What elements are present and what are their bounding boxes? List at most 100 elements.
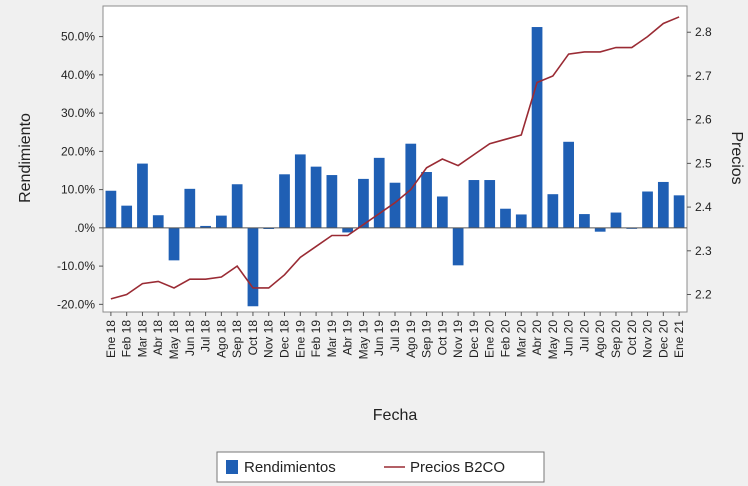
x-tick-label: Abr 19: [341, 320, 355, 356]
bar: [152, 215, 164, 228]
x-tick-label: Dec 18: [278, 320, 292, 358]
x-tick-label: Jul 18: [199, 320, 213, 352]
bar: [610, 212, 622, 228]
right-tick-label: 2.3: [695, 244, 712, 258]
bar: [515, 214, 527, 228]
bar: [216, 215, 227, 228]
x-tick-label: Ene 19: [293, 320, 307, 358]
x-tick-label: Sep 19: [420, 320, 434, 358]
left-tick-label: 50.0%: [61, 30, 95, 44]
legend-box: [216, 451, 545, 483]
bar: [579, 214, 590, 228]
bar: [468, 180, 480, 228]
bar: [231, 184, 243, 228]
bar: [373, 157, 385, 228]
bar: [326, 175, 338, 228]
x-tick-label: Oct 19: [435, 320, 449, 356]
bar: [389, 182, 401, 228]
x-tick-label: Jun 19: [372, 320, 386, 356]
x-tick-label: Ene 18: [104, 320, 118, 358]
bar: [200, 225, 211, 228]
x-tick-label: Abr 20: [530, 320, 544, 356]
x-tick-label: Ene 20: [483, 320, 497, 358]
bar: [436, 196, 448, 228]
x-tick-label: Ago 18: [214, 320, 228, 358]
x-tick-label: Mar 19: [325, 320, 339, 358]
x-tick-label: Sep 20: [609, 320, 623, 358]
bar: [547, 194, 559, 228]
line-layer: [110, 16, 680, 300]
right-tick-label: 2.8: [695, 25, 712, 39]
price-line: [110, 16, 680, 300]
x-tick-label: Nov 18: [262, 320, 276, 358]
right-tick-label: 2.4: [695, 200, 712, 214]
bar: [405, 143, 417, 228]
bar: [500, 208, 511, 228]
x-tick-label: Mar 20: [514, 320, 528, 358]
x-tick-label: Jul 20: [577, 320, 591, 352]
x-tick-label: Feb 19: [309, 320, 323, 358]
bar: [184, 188, 196, 228]
right-tick-label: 2.7: [695, 69, 712, 83]
x-tick-label: Feb 20: [498, 320, 512, 358]
x-tick-label: Dec 19: [467, 320, 481, 358]
x-tick-label: Oct 18: [246, 320, 260, 356]
bar: [342, 227, 354, 233]
bar: [657, 181, 669, 228]
x-tick-label: Nov 20: [641, 320, 655, 358]
bars-layer: [105, 27, 685, 307]
legend-label-precios: Precios B2CO: [410, 459, 505, 476]
bar: [168, 227, 180, 261]
bar: [484, 180, 496, 228]
x-tick-label: May 19: [356, 320, 370, 360]
right-axis-title: Precios: [728, 131, 745, 184]
left-tick-label: 10.0%: [61, 183, 95, 197]
legend-swatch-rendimientos: [226, 460, 238, 474]
x-tick-label: Abr 18: [151, 320, 165, 356]
x-axis-title: Fecha: [373, 407, 418, 424]
bar: [137, 163, 148, 228]
left-tick-label: 20.0%: [61, 144, 95, 158]
x-tick-label: Dec 20: [656, 320, 670, 358]
left-axis: -20.0% -10.0% .0% 10.0% 20.0% 30.0% 40.0% 50.0%: [57, 30, 103, 311]
legend: Rendimientos Precios B2CO: [216, 451, 545, 483]
x-tick-label: May 20: [546, 320, 560, 360]
right-tick-label: 2.6: [695, 113, 712, 127]
left-tick-label: -20.0%: [57, 297, 95, 311]
bar: [121, 205, 133, 228]
bar: [310, 166, 322, 228]
left-tick-label: -10.0%: [57, 259, 95, 273]
x-tick-label: Sep 18: [230, 320, 244, 358]
bar: [642, 191, 653, 228]
x-tick-label: Ago 19: [404, 320, 418, 358]
bar: [452, 227, 464, 266]
x-tick-label: Feb 18: [120, 320, 134, 358]
bar: [263, 227, 275, 229]
left-tick-label: 30.0%: [61, 106, 95, 120]
right-tick-label: 2.2: [695, 288, 712, 302]
left-tick-label: .0%: [74, 221, 95, 235]
left-axis-title: Rendimiento: [17, 113, 34, 203]
right-axis: 2.2 2.3 2.4 2.5 2.6 2.7 2.8: [687, 25, 712, 302]
plot-area: [102, 5, 688, 313]
bar: [294, 154, 306, 228]
bar: [105, 190, 117, 228]
x-tick-label: Jun 18: [183, 320, 197, 356]
x-tick-label: Ene 21: [672, 320, 686, 358]
bar: [279, 174, 290, 228]
legend-label-rendimientos: Rendimientos: [244, 459, 336, 476]
x-tick-label: Jul 19: [388, 320, 402, 352]
bar: [673, 195, 685, 228]
bar: [531, 27, 543, 228]
x-tick-label: Mar 18: [135, 320, 149, 358]
x-tick-label: Ago 20: [593, 320, 607, 358]
left-tick-label: 40.0%: [61, 68, 95, 82]
x-tick-label: Jun 20: [562, 320, 576, 356]
bar: [594, 227, 606, 232]
bar: [358, 178, 369, 228]
x-tick-label: Nov 19: [451, 320, 465, 358]
right-tick-label: 2.5: [695, 156, 712, 170]
bar: [247, 227, 259, 307]
bar: [421, 172, 432, 228]
